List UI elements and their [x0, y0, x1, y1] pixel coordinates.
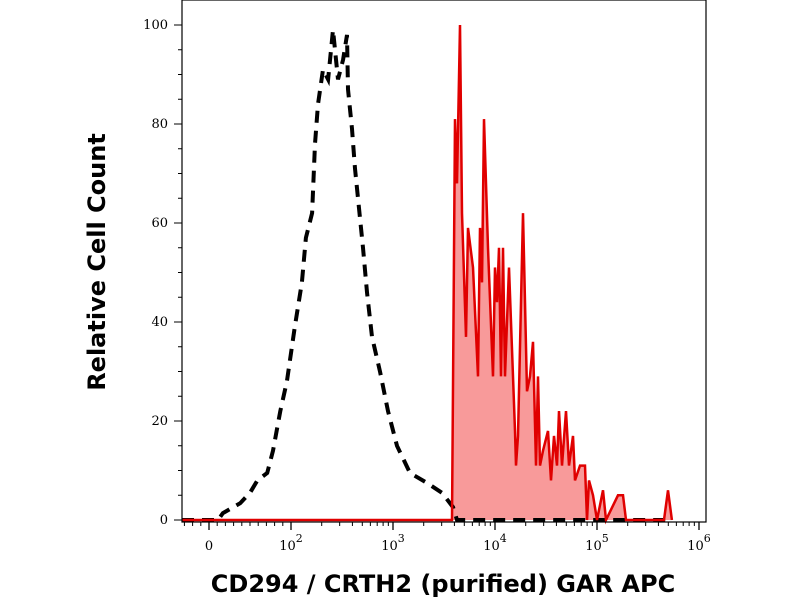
series-line-0	[182, 29, 671, 522]
x-tick-label: 102	[279, 532, 303, 554]
x-tick-label: 106	[687, 532, 711, 554]
x-tick-label: 105	[585, 532, 609, 554]
y-axis-title: Relative Cell Count	[83, 133, 111, 391]
y-tick-label: 100	[143, 18, 168, 33]
y-tick-label: 40	[151, 315, 168, 330]
plot-area	[182, 24, 674, 525]
y-tick-label: 60	[151, 216, 168, 231]
x-tick-label: 0	[205, 539, 213, 554]
y-tick-label: 0	[160, 513, 168, 528]
y-tick-label: 80	[151, 117, 168, 132]
series-fill-1	[182, 25, 672, 520]
y-tick-label: 20	[151, 414, 168, 429]
axes: 0 20 40 60 80 100 0 102 103 104 105 106	[143, 0, 711, 554]
x-tick-label: 103	[381, 532, 405, 554]
x-axis-title: CD294 / CRTH2 (purified) GAR APC	[211, 570, 675, 598]
plot-frame	[181, 0, 707, 523]
x-tick-label: 104	[483, 532, 507, 554]
series-line-1	[182, 24, 674, 525]
